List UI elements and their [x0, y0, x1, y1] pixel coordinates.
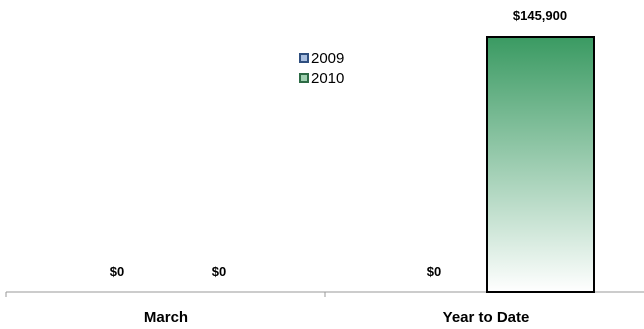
legend-label-2009: 2009 — [311, 50, 344, 67]
category-label-march: March — [144, 309, 188, 326]
data-label-year-to-date-2010: $145,900 — [513, 8, 567, 23]
data-label-march-2010: $0 — [212, 264, 226, 279]
data-label-year-to-date-2009: $0 — [427, 264, 441, 279]
legend-label-2010: 2010 — [311, 70, 344, 87]
legend-swatch-2010 — [299, 73, 309, 83]
legend-swatch-2009 — [299, 53, 309, 63]
bar-year-to-date-2010 — [486, 36, 595, 293]
legend: 2009 2010 — [299, 50, 344, 87]
category-label-year-to-date: Year to Date — [443, 309, 530, 326]
data-label-march-2009: $0 — [110, 264, 124, 279]
